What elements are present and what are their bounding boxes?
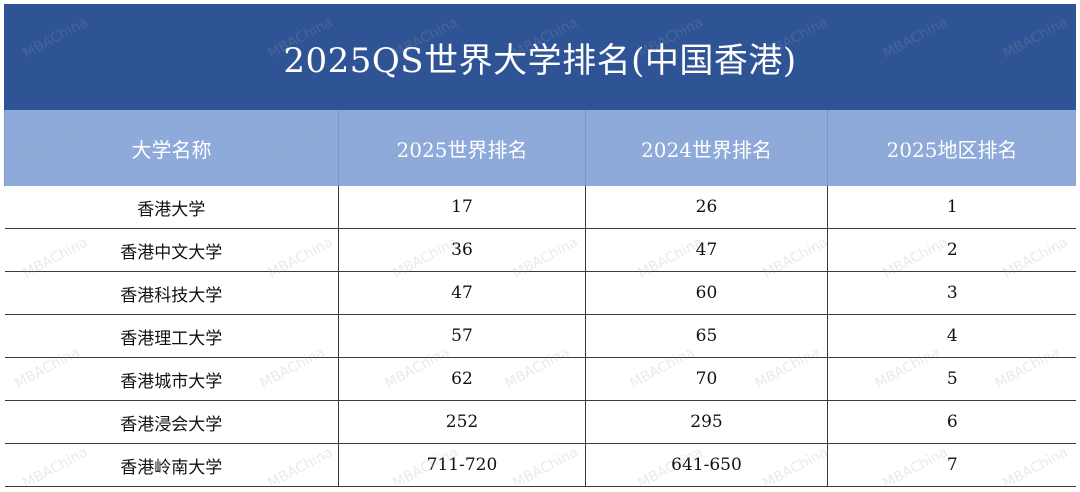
ranking-table-container: 2025QS世界大学排名(中国香港) 大学名称 2025世界排名 2024世界排…	[4, 4, 1076, 487]
table-row: 香港理工大学 57 65 4	[4, 314, 1076, 358]
header-row: 大学名称 2025世界排名 2024世界排名 2025地区排名	[4, 110, 1076, 186]
rank-2024-cell: 60	[585, 271, 828, 315]
rank-2025-cell: 711-720	[338, 443, 586, 487]
university-name-cell: 香港理工大学	[4, 314, 339, 358]
table-title: 2025QS世界大学排名(中国香港)	[4, 4, 1076, 110]
region-rank-cell: 4	[827, 314, 1076, 358]
table-row: 香港浸会大学 252 295 6	[4, 400, 1076, 444]
university-name-cell: 香港浸会大学	[4, 400, 339, 444]
table-row: 香港大学 17 26 1	[4, 186, 1076, 229]
region-rank-cell: 3	[827, 271, 1076, 315]
rank-2025-cell: 17	[338, 186, 586, 229]
rank-2025-cell: 62	[338, 357, 586, 401]
rank-2024-cell: 47	[585, 228, 828, 272]
column-header-2025-world-rank: 2025世界排名	[338, 110, 586, 186]
table-row: 香港岭南大学 711-720 641-650 7	[4, 443, 1076, 487]
column-header-university: 大学名称	[4, 110, 339, 186]
rank-2025-cell: 36	[338, 228, 586, 272]
university-name-cell: 香港中文大学	[4, 228, 339, 272]
rank-2024-cell: 65	[585, 314, 828, 358]
rank-2024-cell: 70	[585, 357, 828, 401]
column-header-2024-world-rank: 2024世界排名	[585, 110, 828, 186]
ranking-table: 大学名称 2025世界排名 2024世界排名 2025地区排名 香港大学 17 …	[4, 110, 1076, 487]
region-rank-cell: 5	[827, 357, 1076, 401]
rank-2025-cell: 57	[338, 314, 586, 358]
university-name-cell: 香港科技大学	[4, 271, 339, 315]
rank-2025-cell: 252	[338, 400, 586, 444]
table-row: 香港城市大学 62 70 5	[4, 357, 1076, 401]
university-name-cell: 香港岭南大学	[4, 443, 339, 487]
region-rank-cell: 6	[827, 400, 1076, 444]
university-name-cell: 香港大学	[4, 186, 339, 229]
region-rank-cell: 2	[827, 228, 1076, 272]
region-rank-cell: 7	[827, 443, 1076, 487]
rank-2024-cell: 641-650	[585, 443, 828, 487]
table-row: 香港中文大学 36 47 2	[4, 228, 1076, 272]
region-rank-cell: 1	[827, 186, 1076, 229]
rank-2024-cell: 26	[585, 186, 828, 229]
rank-2025-cell: 47	[338, 271, 586, 315]
column-header-2025-region-rank: 2025地区排名	[827, 110, 1076, 186]
university-name-cell: 香港城市大学	[4, 357, 339, 401]
rank-2024-cell: 295	[585, 400, 828, 444]
table-row: 香港科技大学 47 60 3	[4, 271, 1076, 315]
